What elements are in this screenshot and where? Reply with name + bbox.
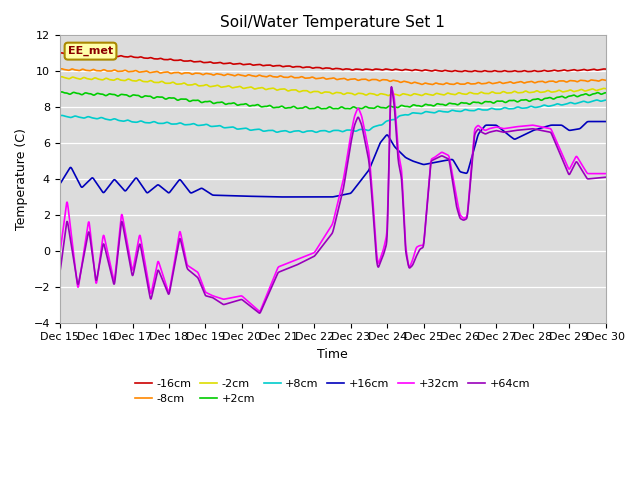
+8cm: [98, 115, 106, 120]
-8cm: [428, 82, 436, 87]
+2cm: [309, 106, 317, 111]
X-axis label: Time: Time: [317, 348, 348, 361]
+8cm: [367, 126, 374, 132]
Legend: -16cm, -8cm, -2cm, +2cm, +8cm, +16cm, +32cm, +64cm: -16cm, -8cm, -2cm, +2cm, +8cm, +16cm, +3…: [131, 374, 534, 408]
+16cm: [367, 163, 374, 169]
+2cm: [299, 105, 307, 111]
+32cm: [288, 259, 296, 264]
+2cm: [367, 105, 375, 111]
-8cm: [367, 77, 374, 83]
+16cm: [56, 181, 63, 187]
-16cm: [602, 66, 609, 72]
-16cm: [309, 65, 317, 71]
-2cm: [367, 91, 374, 96]
+2cm: [121, 92, 129, 98]
+8cm: [309, 128, 317, 134]
Line: -8cm: -8cm: [60, 69, 605, 84]
+16cm: [98, 188, 106, 194]
-8cm: [121, 68, 129, 73]
-2cm: [288, 87, 296, 93]
-8cm: [309, 74, 317, 80]
-2cm: [121, 78, 129, 84]
Line: +8cm: +8cm: [60, 100, 605, 132]
-8cm: [56, 66, 63, 72]
+32cm: [367, 170, 374, 176]
+2cm: [602, 90, 609, 96]
+64cm: [56, 269, 63, 275]
-8cm: [299, 74, 307, 80]
+64cm: [367, 179, 374, 184]
+8cm: [287, 129, 295, 135]
+16cm: [277, 194, 285, 200]
+2cm: [58, 89, 65, 95]
+16cm: [309, 194, 317, 200]
-16cm: [58, 50, 65, 56]
-16cm: [299, 65, 307, 71]
+64cm: [299, 259, 307, 265]
+16cm: [120, 187, 128, 193]
+32cm: [299, 254, 307, 260]
-2cm: [384, 93, 392, 98]
+16cm: [288, 194, 296, 200]
+2cm: [288, 104, 296, 110]
+16cm: [299, 194, 307, 200]
+8cm: [56, 113, 63, 119]
+32cm: [56, 249, 63, 255]
+8cm: [593, 97, 600, 103]
-16cm: [458, 69, 465, 74]
Line: -16cm: -16cm: [60, 53, 605, 72]
-2cm: [58, 74, 65, 80]
Line: -2cm: -2cm: [60, 77, 605, 96]
-8cm: [99, 67, 106, 73]
Line: +16cm: +16cm: [60, 121, 605, 197]
+32cm: [388, 85, 396, 91]
-16cm: [367, 67, 374, 72]
Line: +2cm: +2cm: [60, 92, 605, 109]
+64cm: [602, 174, 609, 180]
-2cm: [299, 88, 307, 94]
-8cm: [288, 73, 296, 79]
+2cm: [99, 91, 106, 97]
+2cm: [56, 89, 63, 95]
Text: EE_met: EE_met: [68, 46, 113, 56]
+64cm: [288, 264, 296, 270]
-16cm: [56, 50, 63, 56]
-2cm: [99, 77, 106, 83]
+64cm: [98, 247, 106, 253]
+64cm: [309, 254, 317, 260]
-8cm: [602, 77, 609, 83]
+8cm: [299, 130, 307, 135]
+8cm: [299, 130, 307, 135]
+2cm: [346, 106, 353, 112]
+32cm: [120, 223, 128, 228]
+64cm: [256, 310, 264, 316]
+64cm: [120, 230, 128, 236]
Line: +64cm: +64cm: [60, 87, 605, 313]
+32cm: [98, 240, 106, 246]
-2cm: [602, 86, 609, 92]
-2cm: [309, 89, 317, 95]
+32cm: [256, 308, 264, 314]
+8cm: [602, 97, 609, 103]
-16cm: [288, 64, 296, 70]
+32cm: [602, 171, 609, 177]
+16cm: [587, 119, 595, 124]
-16cm: [99, 52, 106, 58]
+16cm: [602, 119, 609, 124]
Line: +32cm: +32cm: [60, 88, 605, 311]
+8cm: [120, 118, 128, 124]
-2cm: [56, 74, 63, 80]
Title: Soil/Water Temperature Set 1: Soil/Water Temperature Set 1: [220, 15, 445, 30]
Y-axis label: Temperature (C): Temperature (C): [15, 128, 28, 230]
-8cm: [58, 66, 65, 72]
+64cm: [388, 84, 396, 90]
-16cm: [121, 54, 129, 60]
+32cm: [309, 251, 317, 256]
